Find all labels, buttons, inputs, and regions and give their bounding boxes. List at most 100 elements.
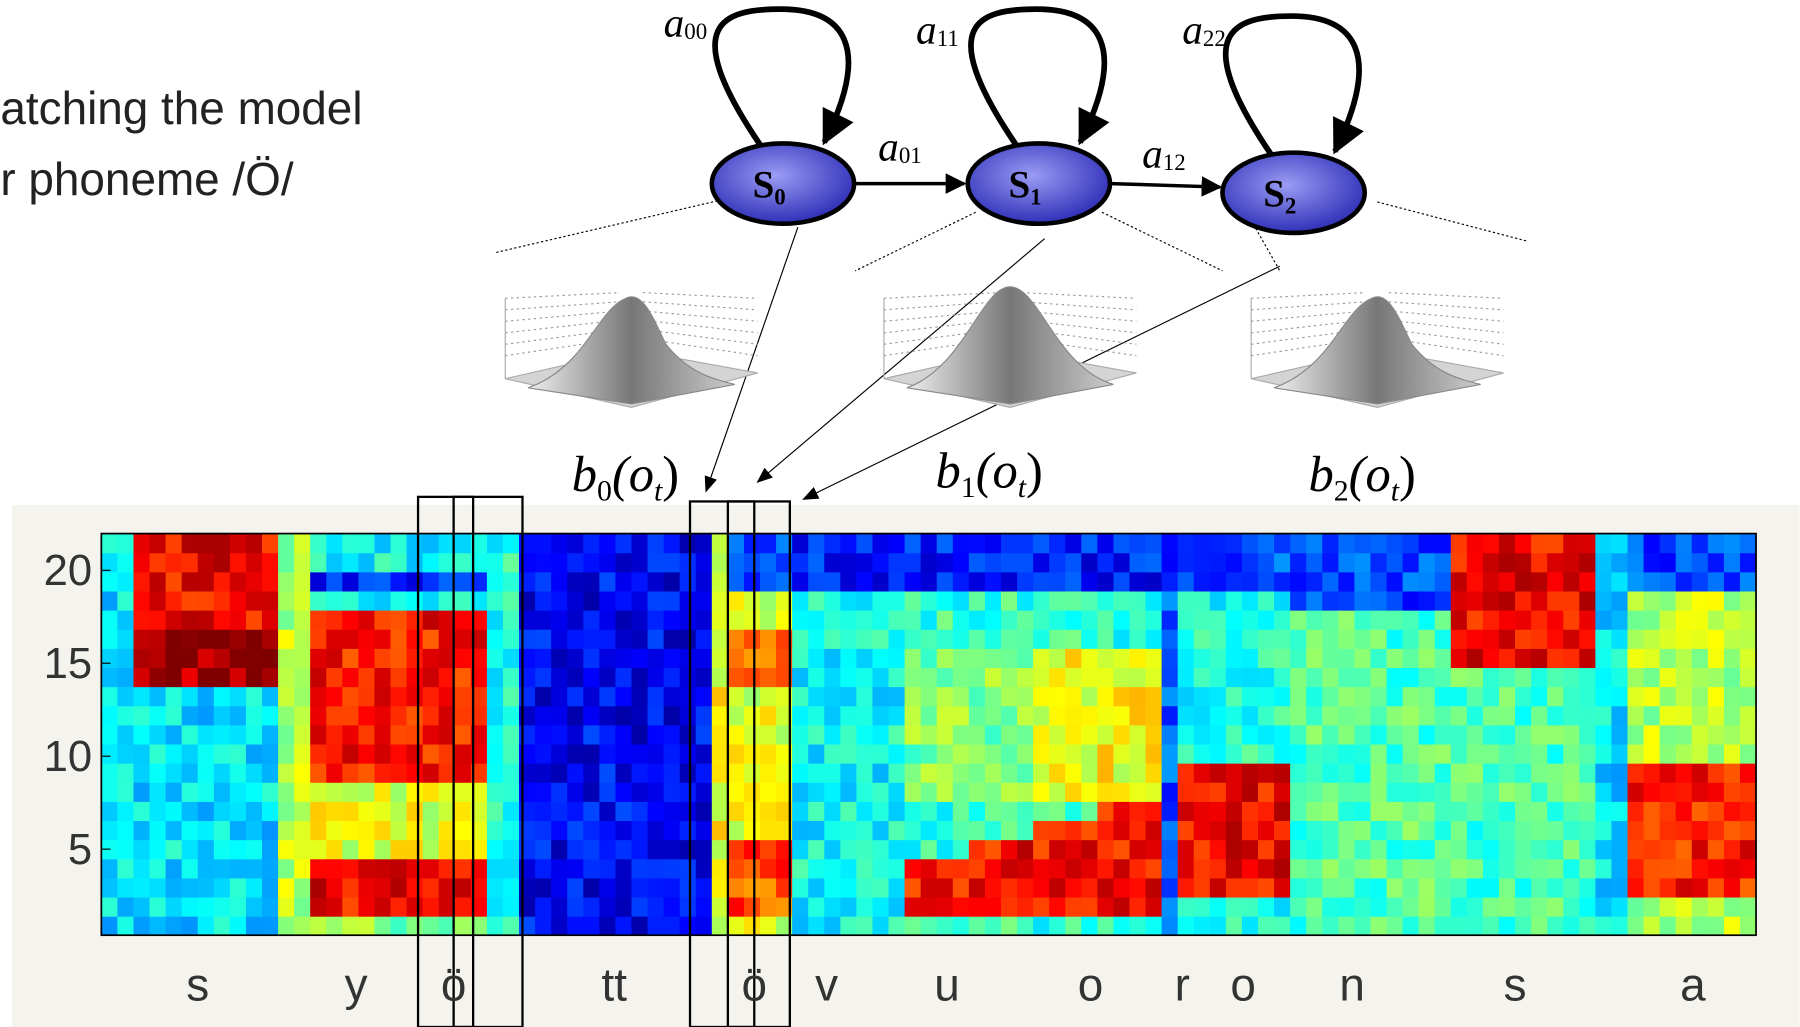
heat-cell [390,610,408,630]
heat-cell [647,820,665,841]
heat-cell [551,724,568,745]
heat-cell [840,552,857,573]
heat-cell [1402,724,1420,745]
heat-cell [1515,686,1532,707]
heat-cell [294,820,311,841]
heat-cell [615,705,633,726]
heat-cell [760,877,777,898]
text-part: b [1309,446,1334,502]
heat-cell [229,916,247,936]
heat-cell [1515,590,1532,611]
text-part: S [1008,163,1030,206]
heat-cell [535,896,552,917]
heat-cell [197,782,215,802]
heat-cell [438,667,456,688]
heat-cell [1739,763,1757,783]
heat-cell [1258,782,1275,802]
heat-cell [310,552,327,573]
heat-cell [984,648,1002,669]
heat-cell [872,648,890,669]
heat-cell [133,839,151,860]
heat-cell [406,839,424,860]
grid-dots [642,319,758,334]
heat-cell [1129,629,1147,649]
heat-cell [229,629,247,649]
heat-cell [679,610,697,630]
heat-cell [454,782,472,802]
heat-cell [551,571,568,592]
heat-cell [1434,724,1452,745]
heat-cell [1322,782,1339,802]
state-label: S2 [1263,173,1296,219]
heat-cell [792,686,809,707]
heat-cell [1691,896,1709,917]
heat-cell [1225,743,1243,764]
heat-cell [422,705,440,726]
heat-cell [615,571,633,592]
heat-cell [1290,820,1307,841]
heat-cell [1225,858,1243,879]
heat-cell [454,724,472,745]
heat-cell [438,839,456,860]
heat-cell [695,552,713,573]
heat-cell [197,801,215,822]
grid-dots [1388,301,1504,311]
heat-cell [326,763,343,783]
heat-cell [872,705,890,726]
heat-cell [502,667,520,688]
heat-cell [1531,877,1548,898]
heat-cell [1241,724,1259,745]
heat-cell [1531,839,1548,860]
heat-cell [1434,782,1452,802]
heat-cell [984,552,1002,573]
heat-cell [1547,877,1564,898]
heat-cell [1515,705,1532,726]
heat-cell [1274,839,1291,860]
heat-cell [1241,782,1259,802]
heatmap [101,533,1757,936]
heat-cell [1659,877,1677,898]
heat-cell [535,590,552,611]
heat-cell [631,801,649,822]
heat-cell [904,743,922,764]
heat-cell [535,686,552,707]
heat-cell [1643,858,1661,879]
heat-cell [1563,743,1580,764]
heat-cell [1354,763,1372,783]
heat-cell [245,877,263,898]
heat-cell [567,820,584,841]
heat-cell [1354,858,1372,879]
heat-cell [760,686,777,707]
heat-cell [1675,724,1693,745]
heat-cell [1402,552,1420,573]
heat-cell [808,667,825,688]
heat-cell [888,916,906,936]
heat-cell [824,571,841,592]
heat-cell [904,763,922,783]
heat-cell [1402,590,1420,611]
heat-cell [261,724,279,745]
heat-cell [840,648,857,669]
heat-cell [278,533,295,554]
heat-cell [1033,820,1050,841]
heat-cell [1611,629,1629,649]
heat-cell [1531,629,1548,649]
heat-cell [1033,801,1050,822]
heat-cell [294,839,311,860]
gaussian [906,286,1114,405]
heat-cell [1177,686,1195,707]
heat-cell [551,686,568,707]
heat-cell [1049,648,1066,669]
heat-cell [1627,763,1645,783]
heat-cell [1627,724,1645,745]
heat-cell [551,820,568,841]
heat-cell [1531,782,1548,802]
heat-cell [229,896,247,917]
heat-cell [1434,533,1452,554]
heat-cell [1258,667,1275,688]
heat-cell [438,629,456,649]
heat-cell [245,743,263,764]
heat-cell [984,705,1002,726]
heat-cell [1547,896,1564,917]
heat-cell [1033,916,1050,936]
